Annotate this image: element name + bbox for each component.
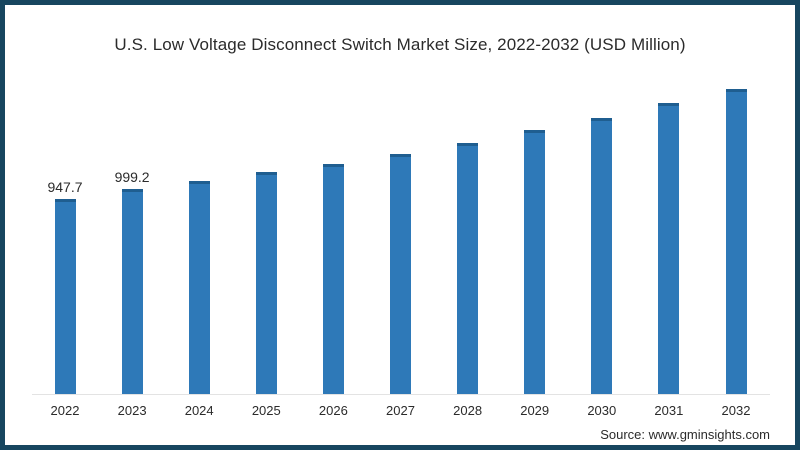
x-tick-label-2025: 2025	[251, 403, 281, 418]
bar-2023	[121, 188, 143, 394]
bar-value-label-2023: 999.2	[114, 168, 150, 185]
x-tick-label-2032: 2032	[721, 403, 751, 418]
bar-2027	[390, 153, 411, 394]
chart-title: U.S. Low Voltage Disconnect Switch Marke…	[114, 35, 686, 54]
x-tick-label-2028: 2028	[453, 403, 483, 418]
bar-2032	[725, 88, 747, 394]
x-tick-label-2022: 2022	[50, 403, 80, 418]
bar-2028	[457, 142, 479, 394]
x-tick-label-2027: 2027	[386, 403, 415, 418]
x-tick-label-2029: 2029	[520, 403, 550, 418]
bar-2029	[524, 129, 546, 394]
plot-area: 947.7 2022 999.2 2023 2024 2025 2026 2027 2028 20…	[32, 60, 770, 418]
bar-2031	[658, 102, 680, 394]
bar-2030	[591, 117, 613, 394]
bar-value-label-2022: 947.7	[47, 179, 83, 196]
x-tick-label-2026: 2026	[318, 403, 348, 418]
x-tick-label-2030: 2030	[587, 403, 617, 418]
x-tick-label-2031: 2031	[654, 403, 684, 418]
bar-2026	[322, 163, 344, 394]
bar-2022	[54, 199, 76, 394]
bar-2024	[188, 180, 210, 394]
x-tick-label-2023: 2023	[117, 403, 147, 418]
bar-2025	[255, 171, 277, 394]
x-tick-label-2024: 2024	[184, 403, 214, 418]
source-note: Source: www.gminsights.com	[600, 427, 770, 442]
